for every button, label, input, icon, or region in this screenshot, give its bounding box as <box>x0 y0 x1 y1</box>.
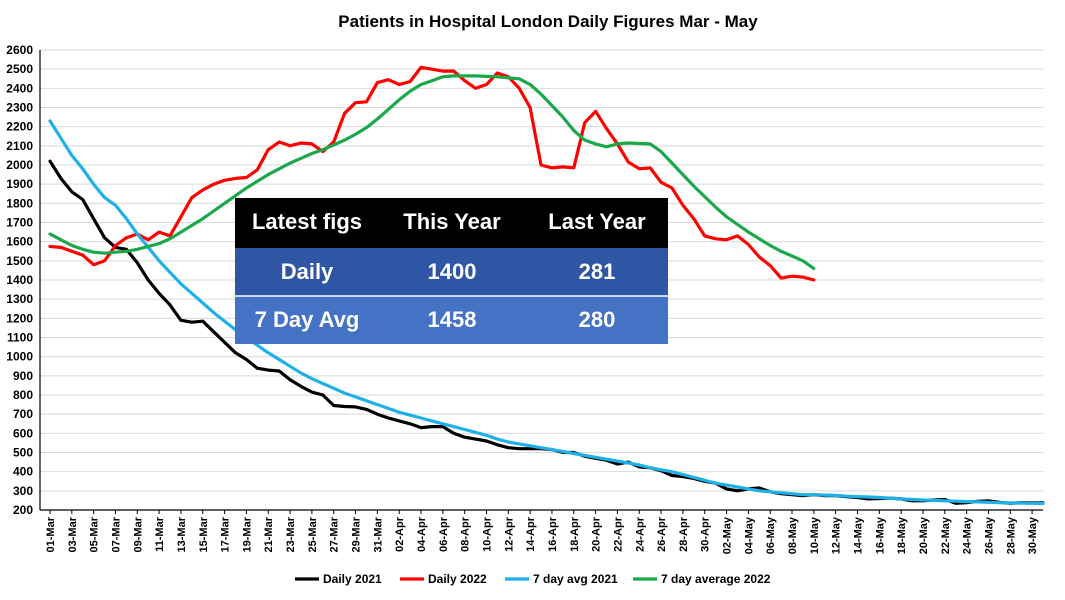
table-cell: 1458 <box>428 307 477 332</box>
x-tick-label: 08-May <box>787 516 799 554</box>
y-tick-label: 800 <box>13 388 33 402</box>
y-tick-label: 1100 <box>7 331 33 345</box>
y-tick-label: 600 <box>13 426 33 440</box>
x-tick-label: 23-Mar <box>285 516 297 552</box>
x-tick-label: 04-Apr <box>416 516 428 552</box>
x-tick-label: 03-Mar <box>67 516 79 552</box>
y-tick-label: 200 <box>13 503 33 517</box>
x-tick-label: 06-May <box>765 516 777 554</box>
x-tick-label: 07-Mar <box>110 516 122 552</box>
x-tick-label: 04-May <box>743 516 755 554</box>
x-tick-label: 10-May <box>809 516 821 554</box>
x-tick-label: 30-May <box>1027 516 1039 554</box>
y-tick-label: 1700 <box>6 216 33 230</box>
x-tick-label: 26-Apr <box>656 516 668 552</box>
x-tick-label: 31-Mar <box>372 516 384 552</box>
x-tick-label: 08-Apr <box>460 516 472 552</box>
x-tick-label: 12-May <box>831 516 843 554</box>
x-tick-label: 09-Mar <box>132 516 144 552</box>
y-tick-label: 2300 <box>6 101 33 115</box>
x-tick-label: 22-Apr <box>612 516 624 552</box>
x-tick-label: 02-Apr <box>394 516 406 552</box>
x-tick-label: 14-May <box>852 516 864 554</box>
table-row <box>235 248 668 296</box>
table-header-cell: Latest figs <box>252 209 362 234</box>
x-tick-label: 05-Mar <box>89 516 101 552</box>
x-tick-label: 02-May <box>722 516 734 554</box>
y-tick-label: 2500 <box>6 62 33 76</box>
x-tick-label: 22-May <box>940 516 952 554</box>
table-cell: 7 Day Avg <box>255 307 360 332</box>
x-tick-label: 24-Apr <box>634 516 646 552</box>
y-tick-label: 2100 <box>6 139 33 153</box>
legend-label: 7 day avg 2021 <box>533 572 618 586</box>
legend-label: Daily 2021 <box>323 572 382 586</box>
legend-label: 7 day average 2022 <box>661 572 771 586</box>
table-cell: 280 <box>579 307 616 332</box>
x-tick-label: 16-Apr <box>547 516 559 552</box>
x-tick-label: 25-Mar <box>307 516 319 552</box>
y-tick-label: 2400 <box>6 81 33 95</box>
x-tick-label: 17-Mar <box>220 516 232 552</box>
series-lines <box>48 65 1045 506</box>
y-axis: 200 300 400 500 600 700 800 900 1000 1100 1200 1300… <box>6 43 41 517</box>
series-line-daily-2022 <box>48 65 816 282</box>
table-header-cell: Last Year <box>548 209 646 234</box>
x-tick-label: 12-Apr <box>503 516 515 552</box>
summary-table: Latest figs This Year Last Year Daily 1400 28… <box>235 198 668 344</box>
x-tick-label: 06-Apr <box>438 516 450 552</box>
x-tick-label: 20-Apr <box>591 516 603 552</box>
legend: Daily 2021 Daily 2022 7 day avg 2021 7 day … <box>295 572 771 586</box>
y-tick-label: 500 <box>13 446 33 460</box>
table-header-cell: This Year <box>403 209 501 234</box>
y-tick-label: 2000 <box>6 158 33 172</box>
y-tick-label: 300 <box>13 484 33 498</box>
y-tick-label: 400 <box>13 465 33 479</box>
series-line-7-day-average-2022 <box>48 74 816 271</box>
x-tick-label: 13-Mar <box>176 516 188 552</box>
y-tick-label: 1000 <box>6 350 33 364</box>
x-tick-label: 21-Mar <box>263 516 275 552</box>
x-tick-label: 11-Mar <box>154 516 166 552</box>
table-cell: 1400 <box>428 259 477 284</box>
x-tick-label: 19-Mar <box>241 516 253 552</box>
table-cell: Daily <box>281 259 334 284</box>
x-tick-label: 28-Apr <box>678 516 690 552</box>
y-tick-label: 1600 <box>6 235 33 249</box>
y-tick-label: 1900 <box>6 177 33 191</box>
x-tick-label: 29-Mar <box>351 516 363 552</box>
x-tick-label: 16-May <box>874 516 886 554</box>
x-tick-label: 20-May <box>918 516 930 554</box>
series-line-7-day-avg-2021 <box>48 119 1045 506</box>
legend-label: Daily 2022 <box>428 572 487 586</box>
x-axis: 01-Mar 03-Mar 05-Mar 07-Mar 09-Mar 11-Mar 13-M… <box>40 509 1043 554</box>
x-tick-label: 18-May <box>896 516 908 554</box>
x-tick-label: 26-May <box>983 516 995 554</box>
x-tick-label: 27-Mar <box>329 516 341 552</box>
table-cell: 281 <box>579 259 616 284</box>
table-header-row <box>235 198 668 248</box>
x-tick-label: 30-Apr <box>700 516 712 552</box>
chart-title: Patients in Hospital London Daily Figure… <box>338 12 758 31</box>
y-tick-label: 1800 <box>6 196 33 210</box>
y-tick-label: 700 <box>13 407 33 421</box>
x-tick-label: 28-May <box>1005 516 1017 554</box>
x-tick-label: 14-Apr <box>525 516 537 552</box>
x-tick-label: 24-May <box>962 516 974 554</box>
y-tick-label: 1400 <box>6 273 33 287</box>
x-tick-label: 18-Apr <box>569 516 581 552</box>
y-tick-label: 900 <box>13 369 33 383</box>
y-tick-label: 1200 <box>6 311 33 325</box>
x-tick-label: 01-Mar <box>45 516 57 552</box>
y-tick-label: 1300 <box>6 292 33 306</box>
x-tick-label: 15-Mar <box>198 516 210 552</box>
y-tick-label: 2600 <box>6 43 33 57</box>
x-tick-label: 10-Apr <box>481 516 493 552</box>
table-row <box>235 296 668 344</box>
y-tick-label: 1500 <box>6 254 33 268</box>
y-tick-label: 2200 <box>6 120 33 134</box>
